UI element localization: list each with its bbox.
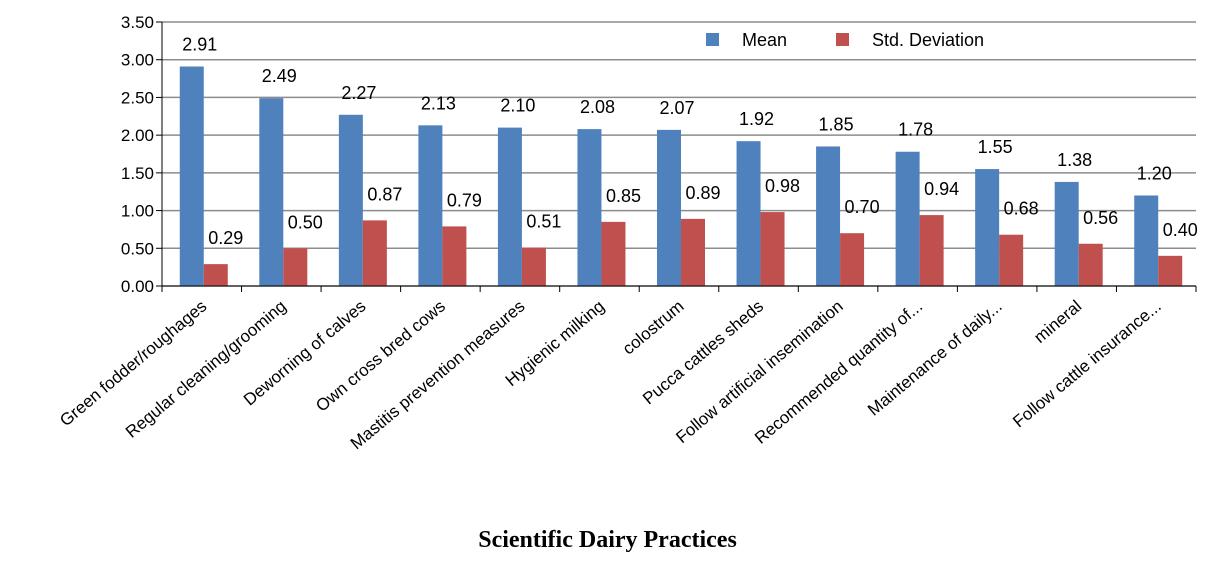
bar-std-deviation [1158, 255, 1183, 286]
bar-std-deviation [601, 221, 626, 286]
data-label-mean: 1.55 [978, 137, 1013, 157]
y-tick-label: 1.50 [121, 164, 154, 183]
x-axis-title: Scientific Dairy Practices [478, 527, 737, 553]
data-label-mean: 2.49 [262, 66, 297, 86]
bar-mean [179, 66, 204, 286]
bar-std-deviation [521, 247, 546, 286]
x-tick-label: mineral [1030, 297, 1085, 347]
bar-std-deviation [203, 264, 228, 286]
data-label-mean: 1.20 [1137, 163, 1172, 183]
data-label-std-deviation: 0.85 [606, 186, 641, 206]
legend-swatch-std-deviation [836, 33, 849, 46]
bar-mean [816, 146, 841, 286]
data-label-mean: 2.91 [182, 35, 217, 55]
bar-std-deviation [840, 233, 865, 286]
bar-std-deviation [681, 218, 705, 286]
data-label-mean: 2.10 [500, 96, 535, 116]
bar-mean [577, 129, 602, 286]
data-label-mean: 1.92 [739, 109, 774, 129]
bar-chart: 0.00 0.50 1.00 1.50 2.00 2.50 3.00 3.50 2.91 2.4… [56, 13, 1198, 453]
data-label-std-deviation: 0.87 [367, 184, 402, 204]
legend-swatch-mean [706, 33, 719, 46]
data-label-mean: 1.38 [1057, 150, 1092, 170]
bar-std-deviation [1078, 243, 1103, 286]
x-tick-label: Own cross bred cows [312, 297, 449, 416]
bar-mean [418, 125, 443, 286]
bar-std-deviation [760, 212, 785, 286]
legend-label-std-deviation: Std. Deviation [872, 30, 984, 50]
legend-label-mean: Mean [742, 30, 787, 50]
data-label-std-deviation: 0.29 [208, 228, 243, 248]
bar-std-deviation [442, 226, 467, 286]
data-label-std-deviation: 0.89 [685, 183, 720, 203]
y-tick-label: 1.00 [121, 202, 154, 221]
legend: Mean Std. Deviation [706, 30, 984, 50]
data-label-std-deviation: 0.51 [526, 212, 561, 232]
x-tick-label: Maintenance of daily... [864, 297, 1006, 420]
data-label-std-deviation: 0.94 [924, 179, 959, 199]
bar-mean [975, 169, 1000, 286]
bar-mean [895, 151, 920, 286]
x-tick-label: colostrum [619, 297, 688, 359]
bars [179, 66, 1183, 286]
x-tick-label: Follow cattle insurance... [1009, 297, 1165, 432]
bar-std-deviation [999, 234, 1024, 286]
bar-std-deviation [362, 220, 387, 286]
data-label-std-deviation: 0.79 [447, 190, 482, 210]
bar-mean [736, 141, 761, 286]
y-tick-label: 2.00 [121, 126, 154, 145]
bar-mean [338, 114, 363, 286]
y-tick-label: 3.50 [121, 13, 154, 32]
y-tick-label: 0.50 [121, 239, 154, 258]
bar-std-deviation [283, 248, 308, 286]
y-tick-label: 3.00 [121, 51, 154, 70]
bar-mean [1054, 181, 1079, 286]
data-label-std-deviation: 0.68 [1004, 199, 1039, 219]
y-tick-label: 2.50 [121, 88, 154, 107]
data-label-mean: 2.07 [659, 98, 694, 118]
x-tick-label: Regular cleaning/grooming [122, 297, 290, 442]
bar-std-deviation [919, 215, 944, 286]
data-label-std-deviation: 0.56 [1083, 208, 1118, 228]
data-label-mean: 1.85 [819, 114, 854, 134]
y-tick-label: 0.00 [121, 277, 154, 296]
y-axis: 0.00 0.50 1.00 1.50 2.00 2.50 3.00 3.50 [121, 13, 163, 296]
bar-mean [259, 98, 284, 286]
data-label-std-deviation: 0.40 [1163, 220, 1198, 240]
data-label-std-deviation: 0.50 [288, 212, 323, 232]
data-labels: 2.91 2.49 2.27 2.13 2.10 2.08 2.07 1.92 1.85 1.78… [182, 35, 1198, 249]
data-label-mean: 2.08 [580, 97, 615, 117]
x-tick-label: Green fodder/roughages [56, 297, 210, 431]
data-label-mean: 2.13 [421, 93, 456, 113]
bar-mean [657, 129, 681, 286]
x-tick-label: Recommended quantity of... [751, 297, 926, 448]
data-label-std-deviation: 0.98 [765, 176, 800, 196]
data-label-mean: 1.78 [898, 120, 933, 140]
data-label-mean: 2.27 [341, 83, 376, 103]
data-label-std-deviation: 0.70 [845, 197, 880, 217]
x-tick-label: Follow artificial insemination [672, 297, 846, 448]
bar-mean [497, 127, 522, 286]
bar-mean [1134, 195, 1159, 286]
